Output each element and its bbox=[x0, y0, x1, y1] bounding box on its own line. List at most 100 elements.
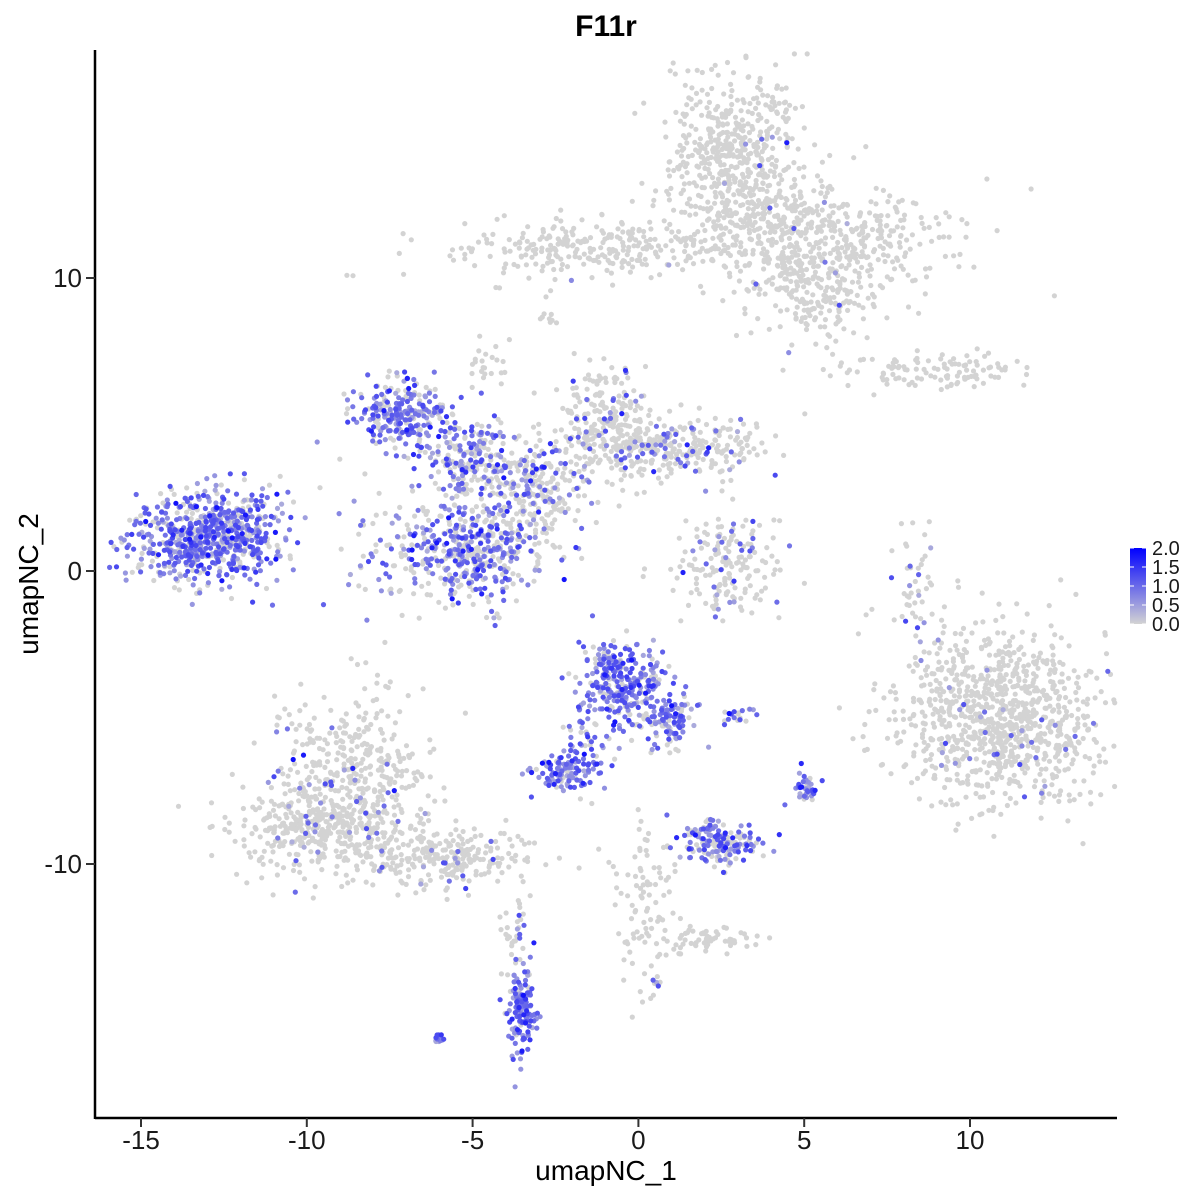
cell-point bbox=[1043, 705, 1049, 711]
cell-point bbox=[743, 718, 749, 724]
cell-point bbox=[769, 281, 775, 287]
cell-point bbox=[1080, 841, 1086, 847]
cell-point bbox=[938, 799, 944, 805]
cell-point bbox=[871, 294, 877, 300]
cell-point bbox=[955, 821, 961, 827]
cell-point bbox=[702, 227, 708, 234]
cell-point bbox=[839, 245, 845, 251]
cell-point bbox=[738, 135, 744, 141]
cell-point bbox=[969, 630, 975, 636]
cell-point bbox=[406, 752, 412, 759]
cell-point bbox=[483, 850, 489, 856]
cell-point bbox=[599, 228, 605, 234]
cell-point bbox=[708, 154, 714, 160]
cell-point bbox=[1051, 793, 1058, 799]
cell-point bbox=[858, 284, 864, 290]
cell-point bbox=[710, 569, 717, 575]
cell-point bbox=[523, 262, 530, 268]
cell-point bbox=[686, 562, 693, 568]
cell-point bbox=[520, 879, 526, 885]
cell-point bbox=[963, 740, 970, 746]
cell-point bbox=[857, 357, 864, 363]
cell-point bbox=[483, 467, 489, 473]
cell-point bbox=[762, 585, 769, 591]
cell-point bbox=[985, 636, 992, 642]
cell-point bbox=[730, 70, 737, 76]
cell-point bbox=[648, 275, 654, 281]
cell-point bbox=[504, 584, 510, 590]
cell-point bbox=[1071, 797, 1077, 803]
cell-point bbox=[394, 773, 400, 779]
cell-point bbox=[564, 243, 571, 249]
cell-point bbox=[626, 229, 632, 235]
cell-point bbox=[864, 746, 870, 753]
cell-point bbox=[1014, 734, 1020, 740]
cell-point bbox=[738, 108, 744, 114]
cell-point bbox=[733, 856, 739, 862]
cell-point bbox=[335, 829, 341, 835]
cell-point bbox=[721, 215, 727, 221]
cell-point bbox=[531, 390, 537, 396]
cell-point bbox=[1060, 661, 1066, 667]
cell-point bbox=[297, 708, 303, 714]
cell-point bbox=[861, 235, 867, 241]
cell-point bbox=[612, 379, 618, 386]
cell-point bbox=[290, 867, 297, 874]
cell-point bbox=[730, 496, 736, 502]
cell-point bbox=[581, 238, 588, 245]
cell-point bbox=[360, 553, 366, 559]
cell-point bbox=[648, 458, 654, 464]
cell-point bbox=[462, 710, 468, 716]
cell-point bbox=[886, 233, 893, 239]
cell-point bbox=[812, 269, 819, 275]
cell-point bbox=[723, 458, 730, 465]
cell-point bbox=[387, 849, 393, 855]
cell-point bbox=[618, 427, 624, 433]
cell-point bbox=[588, 249, 594, 255]
cell-point bbox=[341, 761, 347, 767]
cell-point bbox=[1008, 701, 1014, 707]
cell-point bbox=[692, 435, 698, 441]
cell-point bbox=[151, 577, 157, 584]
cell-point bbox=[728, 477, 734, 483]
cell-point bbox=[287, 825, 293, 831]
cell-point bbox=[745, 173, 751, 180]
cell-point bbox=[1056, 742, 1062, 749]
cell-point bbox=[612, 756, 618, 762]
cell-point bbox=[647, 436, 653, 442]
cell-point bbox=[697, 468, 703, 474]
cell-point bbox=[498, 420, 504, 426]
cell-point bbox=[926, 519, 932, 525]
cell-point bbox=[1057, 679, 1063, 685]
cell-point bbox=[697, 249, 703, 255]
cell-point bbox=[778, 234, 784, 240]
cell-point bbox=[932, 696, 938, 703]
cell-point bbox=[1035, 732, 1041, 738]
cell-point bbox=[261, 848, 267, 854]
cell-point bbox=[685, 153, 692, 160]
cell-point bbox=[962, 668, 968, 674]
cell-point bbox=[974, 376, 980, 382]
cell-point bbox=[814, 281, 820, 287]
cell-point bbox=[518, 254, 525, 260]
cell-point bbox=[885, 253, 891, 259]
cell-point bbox=[1016, 677, 1022, 684]
cell-point bbox=[988, 373, 994, 379]
cell-point bbox=[158, 491, 164, 497]
cell-point bbox=[760, 246, 767, 252]
cell-point bbox=[920, 720, 926, 726]
cell-point bbox=[697, 429, 703, 435]
cell-point bbox=[670, 60, 676, 66]
cell-point bbox=[602, 452, 609, 458]
cell-point bbox=[391, 812, 398, 818]
cell-point bbox=[801, 174, 807, 180]
cell-point bbox=[890, 259, 896, 265]
cell-point bbox=[354, 744, 360, 750]
cell-point bbox=[724, 129, 731, 135]
cell-point bbox=[843, 265, 849, 271]
cell-point bbox=[705, 199, 711, 205]
cell-point bbox=[589, 426, 596, 432]
cell-point bbox=[984, 701, 990, 707]
cell-point bbox=[1019, 629, 1025, 635]
cell-point bbox=[341, 391, 347, 397]
